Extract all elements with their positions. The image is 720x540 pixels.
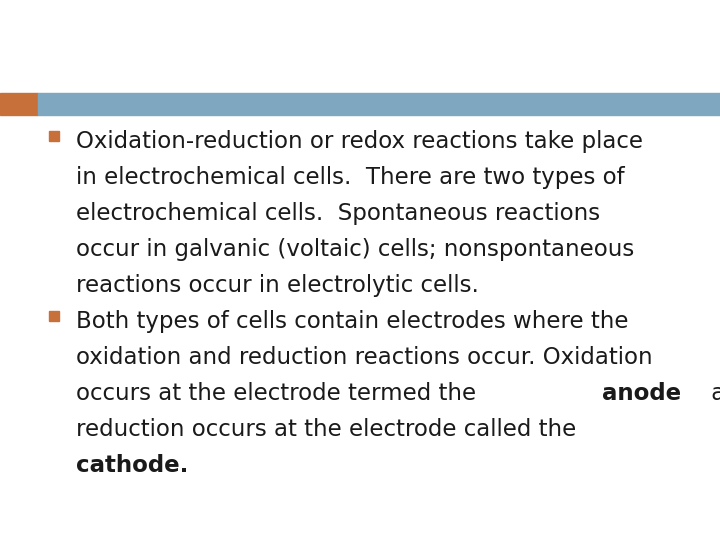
- Bar: [0, 93, 38, 115]
- Text: occurs at the electrode termed the: occurs at the electrode termed the: [76, 382, 483, 405]
- Text: Both types of cells contain electrodes where the: Both types of cells contain electrodes w…: [76, 310, 629, 333]
- Bar: [38, 93, 720, 115]
- Text: reduction occurs at the electrode called the: reduction occurs at the electrode called…: [76, 418, 576, 441]
- Text: electrochemical cells.  Spontaneous reactions: electrochemical cells. Spontaneous react…: [76, 202, 600, 225]
- Text: cathode.: cathode.: [76, 454, 189, 477]
- Text: oxidation and reduction reactions occur. Oxidation: oxidation and reduction reactions occur.…: [76, 346, 652, 369]
- Text: occur in galvanic (voltaic) cells; nonspontaneous: occur in galvanic (voltaic) cells; nonsp…: [76, 238, 634, 261]
- Bar: [49, 131, 59, 141]
- Text: reactions occur in electrolytic cells.: reactions occur in electrolytic cells.: [76, 274, 479, 297]
- Text: anode: anode: [602, 382, 681, 405]
- Text: in electrochemical cells.  There are two types of: in electrochemical cells. There are two …: [76, 166, 625, 189]
- Bar: [49, 311, 59, 321]
- Text: Oxidation-reduction or redox reactions take place: Oxidation-reduction or redox reactions t…: [76, 130, 643, 153]
- Text: and: and: [703, 382, 720, 405]
